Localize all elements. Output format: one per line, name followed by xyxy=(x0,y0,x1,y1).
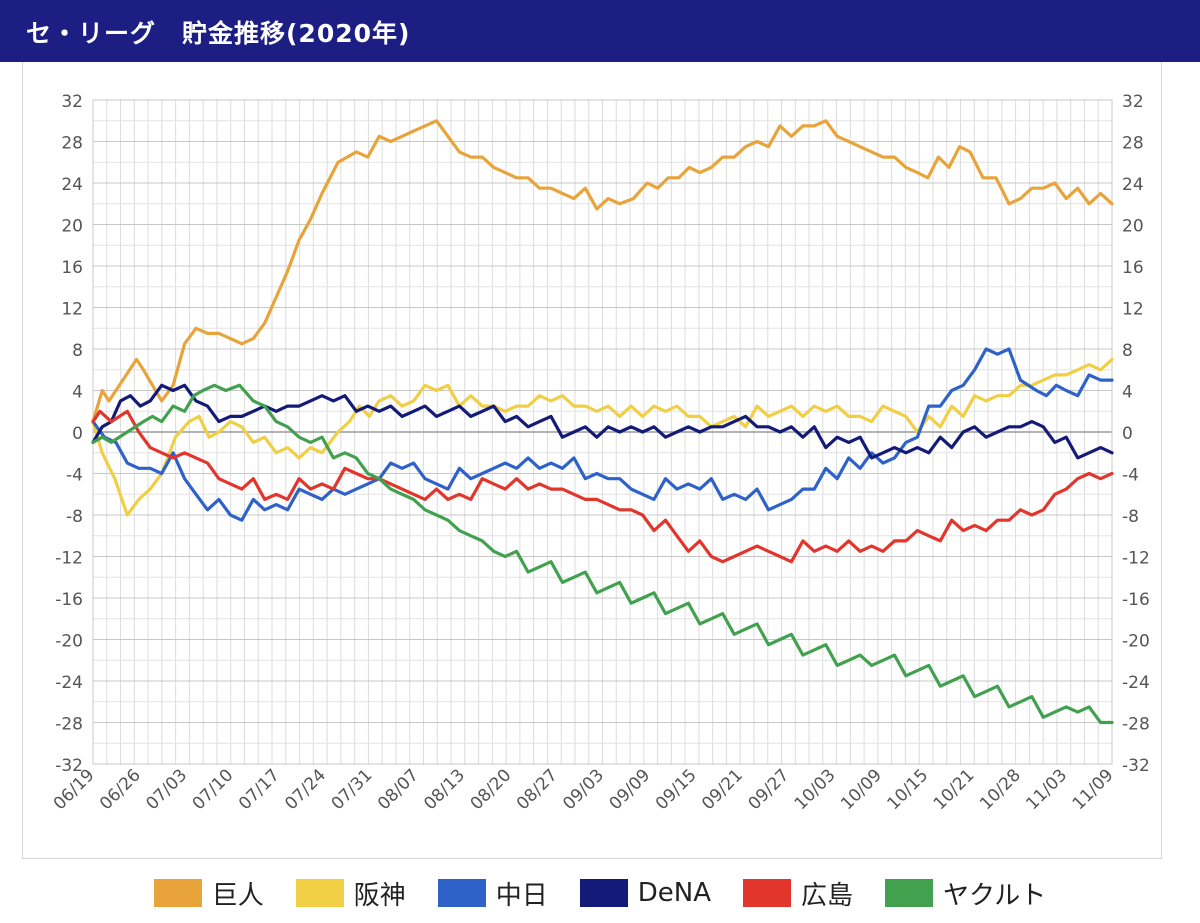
y-tick-label-right: -4 xyxy=(1122,466,1139,486)
x-tick-label: 07/03 xyxy=(142,765,191,814)
y-tick-label-left: 16 xyxy=(61,258,83,278)
y-tick-label-left: -28 xyxy=(55,715,83,735)
y-tick-label-left: -12 xyxy=(55,549,83,569)
y-tick-label-right: -28 xyxy=(1122,715,1150,735)
chart-legend: 巨人 阪神 中日 DeNA 広島 ヤクルト xyxy=(0,870,1200,916)
y-tick-label-right: -12 xyxy=(1122,549,1150,569)
y-tick-label-right: -32 xyxy=(1122,756,1150,776)
legend-label: 中日 xyxy=(495,880,548,911)
y-tick-label-left: -8 xyxy=(66,507,83,527)
line-chart: 32 32 28 28 24 24 20 20 16 16 12 12 8 8 4 4 0 0 -4 -4 -8 -8 -1… xyxy=(50,92,1150,814)
legend-item: DeNA xyxy=(579,878,712,908)
x-tick-label: 06/26 xyxy=(96,765,145,814)
plot-area-border xyxy=(92,99,1113,765)
x-tick-label: 10/21 xyxy=(930,765,979,814)
x-tick-label: 11/09 xyxy=(1069,765,1118,814)
y-tick-label-right: 20 xyxy=(1122,217,1144,237)
y-tick-label-right: -20 xyxy=(1122,632,1150,652)
x-tick-label: 08/07 xyxy=(374,765,423,814)
chart-title: セ・リーグ 貯金推移(2020年) xyxy=(26,19,411,48)
series-line-1 xyxy=(91,357,1114,517)
legend-label: ヤクルト xyxy=(943,880,1047,911)
y-tick-label-right: 16 xyxy=(1122,258,1144,278)
y-tick-label-left: 28 xyxy=(61,134,83,154)
y-tick-label-right: 8 xyxy=(1122,341,1133,361)
x-tick-label: 11/03 xyxy=(1022,765,1071,814)
x-tick-label: 10/15 xyxy=(883,765,932,814)
y-tick-label-left: 20 xyxy=(61,217,83,237)
legend-label: DeNA xyxy=(637,878,712,908)
y-tick-label-left: 8 xyxy=(72,341,83,361)
y-tick-label-right: 4 xyxy=(1122,383,1133,403)
series-line-2 xyxy=(91,347,1114,522)
legend-swatch xyxy=(437,879,486,907)
legend-item: 阪神 xyxy=(295,875,406,912)
y-tick-label-right: 12 xyxy=(1122,300,1144,320)
y-tick-label-left: -20 xyxy=(55,632,83,652)
x-tick-label: 08/27 xyxy=(513,765,562,814)
legend-item: 巨人 xyxy=(153,875,264,912)
legend-label: 巨人 xyxy=(211,880,264,911)
y-tick-label-left: -24 xyxy=(55,673,83,693)
y-tick-label-left: -16 xyxy=(55,590,83,610)
y-tick-label-right: -24 xyxy=(1122,673,1150,693)
series-line-3 xyxy=(91,383,1114,460)
y-tick-label-left: 32 xyxy=(61,92,83,112)
legend-swatch xyxy=(743,879,792,907)
legend-swatch xyxy=(579,879,628,907)
y-tick-label-right: -16 xyxy=(1122,590,1150,610)
y-tick-label-right: 32 xyxy=(1122,92,1144,112)
legend-label: 阪神 xyxy=(353,880,406,911)
x-tick-label: 09/27 xyxy=(745,765,794,814)
y-tick-label-left: 12 xyxy=(61,300,83,320)
series-line-5 xyxy=(91,383,1114,725)
y-tick-label-left: 0 xyxy=(72,424,83,444)
x-tick-label: 07/17 xyxy=(235,765,284,814)
legend-swatch xyxy=(153,879,202,907)
legend-item: 中日 xyxy=(437,875,548,912)
x-tick-label: 09/09 xyxy=(606,765,655,814)
chart-frame xyxy=(22,62,1162,859)
legend-item: ヤクルト xyxy=(885,875,1046,912)
chart-header: セ・リーグ 貯金推移(2020年) xyxy=(0,0,1200,62)
x-tick-label: 09/15 xyxy=(652,765,701,814)
x-tick-label: 10/03 xyxy=(791,765,840,814)
legend-swatch xyxy=(295,879,344,907)
x-tick-label: 07/24 xyxy=(281,765,330,814)
x-tick-label: 09/03 xyxy=(559,765,608,814)
y-tick-label-left: -32 xyxy=(55,756,83,776)
y-tick-label-right: 28 xyxy=(1122,134,1144,154)
x-tick-label: 08/20 xyxy=(467,765,516,814)
series-line-4 xyxy=(91,409,1114,564)
y-tick-label-left: 4 xyxy=(72,383,83,403)
legend-swatch xyxy=(885,879,934,907)
y-tick-label-right: -8 xyxy=(1122,507,1139,527)
legend-label: 広島 xyxy=(801,880,854,911)
x-tick-label: 10/28 xyxy=(976,765,1025,814)
x-tick-label: 07/31 xyxy=(328,765,377,814)
x-tick-label: 07/10 xyxy=(189,765,238,814)
y-tick-label-right: 0 xyxy=(1122,424,1133,444)
x-tick-label: 08/13 xyxy=(420,765,469,814)
y-tick-label-right: 24 xyxy=(1122,175,1144,195)
x-tick-label: 09/21 xyxy=(698,765,747,814)
y-tick-label-left: 24 xyxy=(61,175,83,195)
y-tick-label-left: -4 xyxy=(66,466,83,486)
legend-item: 広島 xyxy=(743,875,853,912)
series-line-0 xyxy=(91,119,1114,424)
x-tick-label: 10/09 xyxy=(837,765,886,814)
